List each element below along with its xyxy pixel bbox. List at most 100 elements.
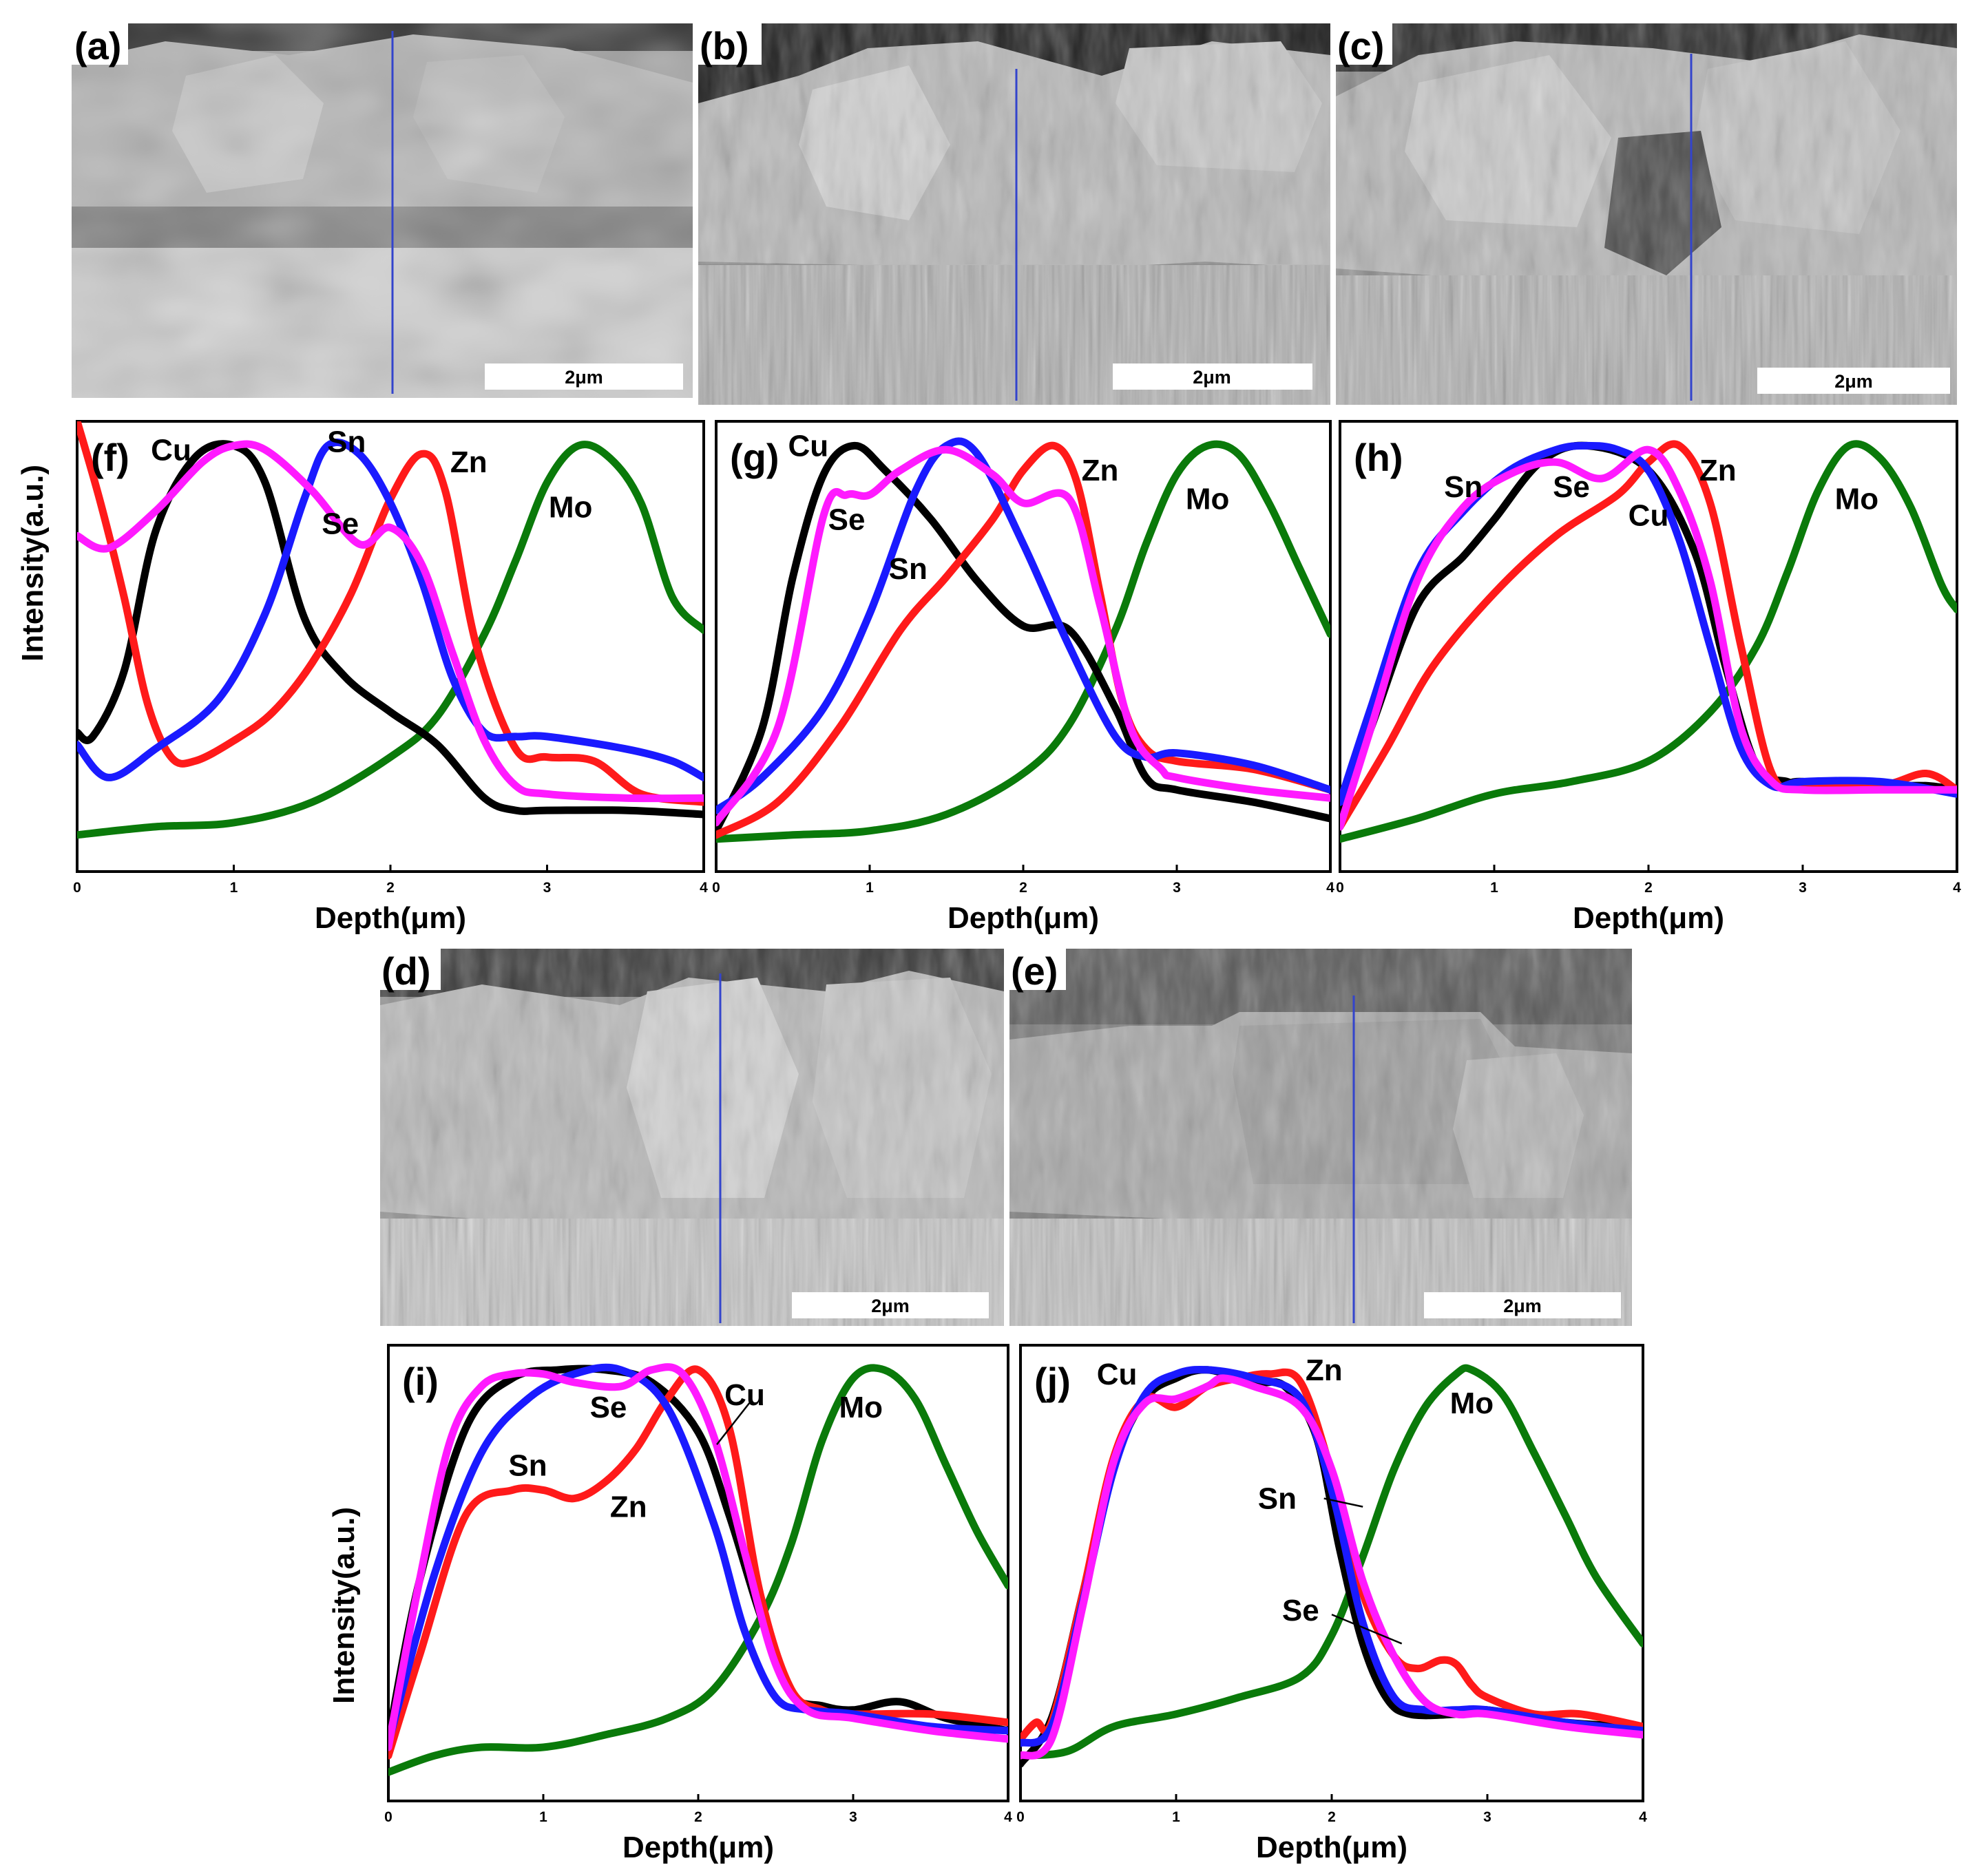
annotation-se-f: Se: [322, 507, 359, 540]
annotation-cu-f: Cu: [151, 433, 191, 467]
scale-bar-label-e: 2μm: [1503, 1296, 1542, 1316]
annotation-cu-i: Cu: [724, 1378, 765, 1412]
x-tick-label-f: 2: [386, 880, 395, 896]
x-tick-label-g: 0: [712, 880, 720, 896]
y-axis-label-top: Intensity(a.u.): [16, 465, 50, 662]
panel-label-a: (a): [74, 24, 121, 67]
x-tick-label-j: 4: [1639, 1809, 1647, 1825]
callout-line-j: [1331, 1614, 1403, 1645]
panel-label-i: (i): [402, 1360, 439, 1403]
annotation-sn-g: Sn: [889, 552, 928, 586]
callout-line-j: [1323, 1497, 1363, 1508]
series-line-mo-g: [716, 440, 1330, 843]
panel-label-d: (d): [381, 949, 431, 993]
x-tick-label-h: 4: [1953, 880, 1961, 896]
sem-panel-e: 2μm (e): [1009, 949, 1632, 1326]
x-tick-label-f: 1: [230, 880, 238, 896]
panel-label-g: (g): [730, 436, 779, 479]
x-axis-label-g: Depth(μm): [947, 901, 1099, 935]
series-line-zn-f: [77, 421, 704, 806]
panel-label-f: (f): [91, 436, 129, 479]
annotation-mo-h: Mo: [1835, 483, 1879, 516]
annotation-cu-j: Cu: [1097, 1358, 1138, 1391]
x-tick-label-j: 1: [1172, 1809, 1180, 1825]
x-tick-label-g: 3: [1173, 880, 1181, 896]
x-tick-label-i: 3: [849, 1809, 857, 1825]
x-tick-label-j: 0: [1016, 1809, 1025, 1825]
series-line-cu-f: [77, 440, 704, 819]
x-tick-label-i: 1: [539, 1809, 547, 1825]
series-line-sn-f: [77, 439, 704, 781]
series-line-cu-g: [716, 441, 1330, 835]
plot-frame-h: [1339, 420, 1958, 873]
series-line-cu-i: [388, 1364, 1008, 1743]
x-axis-label-f: Depth(μm): [315, 901, 466, 935]
sem-panel-c: 2μm (c): [1336, 23, 1957, 405]
x-tick-label-g: 1: [866, 880, 874, 896]
annotation-sn-j: Sn: [1258, 1482, 1297, 1516]
panel-label-e: (e): [1011, 949, 1058, 993]
x-tick-label-i: 0: [384, 1809, 392, 1825]
x-tick-label-h: 0: [1336, 880, 1344, 896]
sem-panel-b: 2μm (b): [698, 23, 1330, 405]
series-line-se-i: [388, 1363, 1008, 1751]
annotation-se-g: Se: [828, 503, 866, 537]
series-line-se-f: [77, 440, 704, 803]
annotation-zn-j: Zn: [1306, 1353, 1343, 1387]
series-line-mo-h: [1340, 440, 1957, 843]
scale-bar-label-d: 2μm: [871, 1296, 910, 1316]
annotation-se-j: Se: [1282, 1594, 1319, 1627]
scale-bar-label-c: 2μm: [1834, 371, 1873, 392]
line-chart-f: 0 1 2 3 4 Depth(μm) Cu Sn Se Zn Mo (f): [73, 420, 708, 935]
annotation-sn-i: Sn: [508, 1448, 547, 1482]
series-line-mo-j: [1020, 1364, 1643, 1760]
series-line-zn-g: [716, 441, 1330, 839]
series-line-se-g: [716, 445, 1330, 827]
callout-line-i: [716, 1402, 751, 1446]
annotation-mo-g: Mo: [1186, 483, 1230, 516]
annotation-zn-h: Zn: [1699, 454, 1737, 487]
annotation-mo-f: Mo: [549, 491, 593, 525]
panel-label-h: (h): [1354, 436, 1403, 479]
annotation-zn-g: Zn: [1082, 454, 1119, 487]
line-chart-i: 0 1 2 3 4 Depth(μm) Sn Se Zn Cu Mo (i): [384, 1344, 1012, 1864]
annotation-mo-j: Mo: [1450, 1387, 1494, 1420]
panel-label-j: (j): [1034, 1360, 1071, 1403]
scale-bar-label-b: 2μm: [1193, 367, 1231, 388]
annotation-zn-f: Zn: [450, 445, 488, 479]
annotation-cu-g: Cu: [788, 429, 828, 463]
series-line-mo-f: [77, 441, 704, 839]
annotation-zn-i: Zn: [610, 1490, 647, 1524]
line-chart-j: 0 1 2 3 4 Depth(μm) Cu Zn Mo Sn Se (j): [1016, 1344, 1647, 1864]
plot-frame-i: [387, 1344, 1009, 1802]
x-tick-label-i: 4: [1004, 1809, 1012, 1825]
x-tick-label-h: 2: [1644, 880, 1653, 896]
panel-label-b: (b): [700, 24, 749, 67]
x-tick-label-h: 1: [1490, 880, 1498, 896]
x-tick-label-j: 2: [1328, 1809, 1336, 1825]
x-tick-label-f: 4: [700, 880, 708, 896]
x-tick-label-g: 2: [1019, 880, 1027, 896]
annotation-cu-h: Cu: [1629, 499, 1669, 533]
line-chart-h: 0 1 2 3 4 Depth(μm) Sn Se Cu Zn Mo (h): [1336, 420, 1961, 935]
annotation-sn-f: Sn: [327, 425, 366, 459]
series-line-mo-i: [388, 1364, 1008, 1776]
series-line-se-h: [1340, 445, 1957, 831]
sem-panel-a: 2μm (a): [72, 23, 693, 398]
x-axis-label-h: Depth(μm): [1573, 901, 1724, 935]
x-tick-label-j: 3: [1483, 1809, 1491, 1825]
annotation-sn-h: Sn: [1444, 470, 1483, 504]
plot-frame-j: [1019, 1344, 1644, 1802]
annotation-mo-i: Mo: [839, 1391, 883, 1424]
plot-frame-g: [715, 420, 1332, 873]
x-axis-label-j: Depth(μm): [1256, 1831, 1407, 1864]
x-tick-label-i: 2: [694, 1809, 702, 1825]
panel-label-c: (c): [1337, 24, 1384, 67]
series-line-sn-i: [388, 1363, 1008, 1747]
series-line-se-j: [1020, 1374, 1643, 1760]
x-tick-label-g: 4: [1326, 880, 1334, 896]
y-axis-label-bottom: Intensity(a.u.): [327, 1507, 361, 1704]
series-line-sn-g: [716, 437, 1330, 814]
scale-bar-label-a: 2μm: [565, 367, 603, 388]
